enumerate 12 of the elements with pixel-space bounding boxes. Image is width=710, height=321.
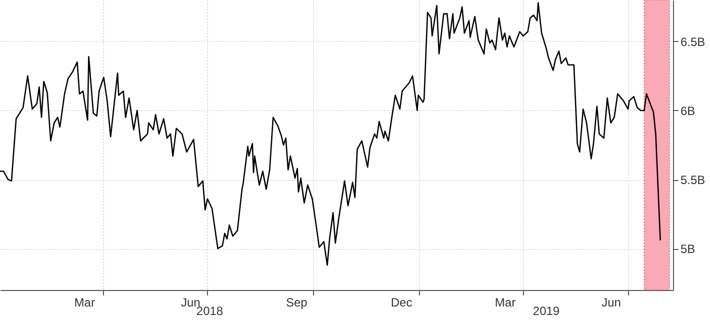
line-series	[0, 2, 661, 266]
text: 2018	[196, 304, 224, 318]
text: 2019	[532, 304, 560, 318]
x-tick-label: Mar	[494, 296, 516, 310]
y-tick-label: 6.5B	[680, 34, 706, 49]
y-tick-label: 5B	[680, 242, 696, 256]
x-tick-label: Sep	[286, 296, 308, 310]
x-tick-label: Dec	[390, 296, 412, 310]
x-tick-label: Mar	[74, 296, 95, 310]
y-tick-label: 5.5B	[680, 173, 706, 188]
y-tick-label: 6B	[680, 104, 696, 118]
x-tick-label: Jun	[602, 296, 621, 310]
